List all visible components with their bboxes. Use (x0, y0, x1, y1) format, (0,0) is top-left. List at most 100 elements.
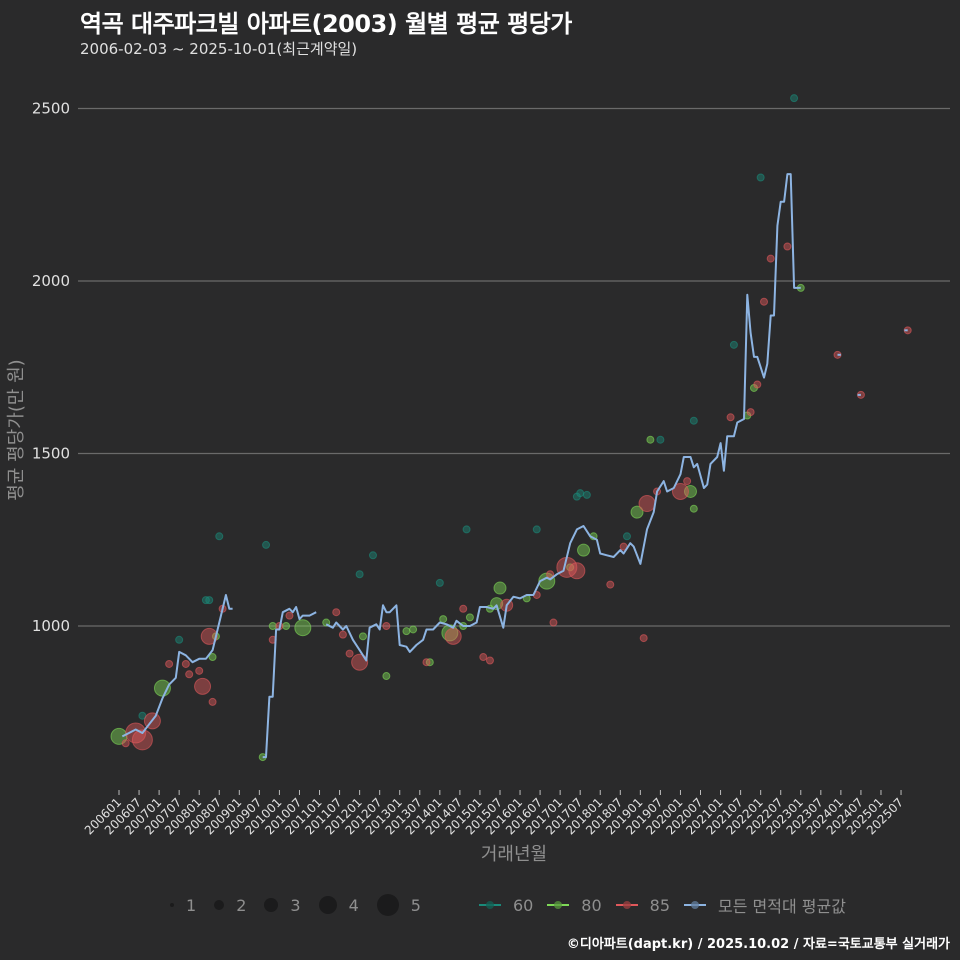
legend-size-item: 2 (214, 896, 246, 915)
line-swatch-icon (684, 901, 707, 909)
data-point-60 (435, 578, 444, 587)
data-point-60 (355, 570, 364, 579)
data-point-85 (671, 482, 689, 500)
data-point-60 (756, 173, 765, 182)
data-point-85 (194, 677, 212, 695)
data-point-85 (459, 604, 468, 613)
data-point-85 (903, 326, 912, 335)
footer-credit: ©디아파트(dapt.kr) / 2025.10.02 / 자료=국토교통부 실… (566, 937, 950, 952)
data-point-85 (485, 656, 494, 665)
data-point-80 (689, 504, 698, 513)
data-point-60 (790, 94, 799, 103)
data-point-60 (532, 525, 541, 534)
legend-series-item: 85 (615, 895, 671, 915)
data-point-85 (338, 630, 347, 639)
average-line-segment (325, 173, 801, 662)
data-point-85 (422, 658, 431, 667)
legend-size-label: 2 (236, 895, 247, 915)
legend-size-item: 4 (318, 895, 359, 915)
data-point-80 (577, 543, 591, 557)
data-point-85 (546, 570, 555, 579)
data-point-60 (262, 540, 271, 549)
grid-lines (78, 107, 950, 627)
data-point-85 (332, 608, 341, 617)
data-point-85 (760, 297, 769, 306)
data-point-80 (409, 625, 418, 634)
legend-series: 60 80 85 모든 면적대 평균값 (478, 893, 860, 917)
data-point-85 (131, 729, 153, 751)
data-point-85 (766, 254, 775, 263)
data-point-85 (746, 408, 755, 417)
size-circle-icon (214, 900, 225, 910)
scatter-points (110, 94, 912, 762)
data-point-85 (195, 666, 204, 675)
average-line (121, 173, 908, 759)
legend-size-label: 5 (410, 895, 421, 915)
size-circle-icon (318, 896, 337, 914)
data-point-85 (285, 611, 294, 620)
x-axis-ticks: 2006012006072007012007072008012008072009… (82, 790, 906, 838)
data-point-85 (479, 653, 488, 662)
legend-size-item: 1 (170, 896, 196, 915)
data-point-85 (753, 380, 762, 389)
legend-size-label: 4 (348, 895, 359, 915)
legend-series-item: 60 (478, 896, 533, 915)
size-circle-icon (170, 903, 174, 907)
data-point-85 (185, 670, 194, 679)
data-point-60 (622, 532, 631, 541)
data-point-80 (382, 672, 391, 681)
size-circle-icon (264, 898, 279, 912)
data-point-60 (582, 490, 591, 499)
data-point-85 (606, 580, 615, 589)
y-tick-label: 1000 (32, 617, 70, 635)
legend-size-label: 3 (290, 895, 301, 915)
data-point-85 (726, 413, 735, 422)
data-point-85 (549, 618, 558, 627)
legend-size-item: 3 (264, 895, 301, 915)
data-point-60 (689, 416, 698, 425)
data-point-80 (268, 622, 277, 630)
legend-size-label: 1 (186, 895, 197, 915)
data-point-80 (294, 619, 312, 637)
data-point-80 (493, 581, 507, 595)
data-point-80 (646, 435, 655, 444)
legend: 1 2 3 4 5 60 80 85 모든 면적대 평균값 (170, 893, 860, 917)
data-point-80 (490, 597, 504, 611)
data-point-85 (783, 242, 792, 251)
data-point-80 (630, 505, 644, 519)
data-point-85 (444, 627, 462, 645)
chart-title: 역곡 대주파크빌 아파트(2003) 월별 평균 평당가 (80, 10, 572, 38)
chart-subtitle: 2006-02-03 ~ 2025-10-01(최근계약일) (80, 40, 358, 58)
data-point-85 (568, 562, 586, 580)
x-axis-title: 거래년월 (481, 844, 547, 865)
data-point-85 (683, 477, 692, 486)
legend-series-item: 모든 면적대 평균값 (684, 893, 846, 917)
data-point-80 (358, 632, 367, 641)
size-circle-icon (376, 894, 399, 916)
average-line-segment (262, 606, 317, 759)
data-point-85 (351, 653, 369, 671)
line-swatch-icon (547, 901, 570, 909)
data-point-60 (215, 532, 224, 541)
y-tick-label: 2500 (32, 100, 70, 118)
data-point-80 (208, 653, 217, 662)
legend-series-label: 85 (649, 895, 671, 915)
data-point-85 (639, 634, 648, 643)
line-swatch-icon (478, 901, 501, 909)
data-point-85 (165, 659, 174, 668)
data-point-60 (462, 525, 471, 534)
data-point-85 (382, 622, 391, 630)
data-point-85 (181, 659, 190, 668)
data-point-60 (205, 596, 214, 605)
legend-series-item: 80 (547, 896, 602, 915)
legend-size-item: 5 (376, 894, 421, 916)
data-point-85 (856, 390, 865, 399)
data-point-85 (200, 627, 218, 645)
data-point-80 (465, 613, 474, 622)
data-point-80 (439, 615, 448, 624)
data-point-85 (638, 495, 656, 513)
legend-size-scale: 1 2 3 4 5 (170, 894, 439, 916)
data-point-85 (208, 697, 217, 706)
y-tick-label: 2000 (32, 272, 70, 290)
